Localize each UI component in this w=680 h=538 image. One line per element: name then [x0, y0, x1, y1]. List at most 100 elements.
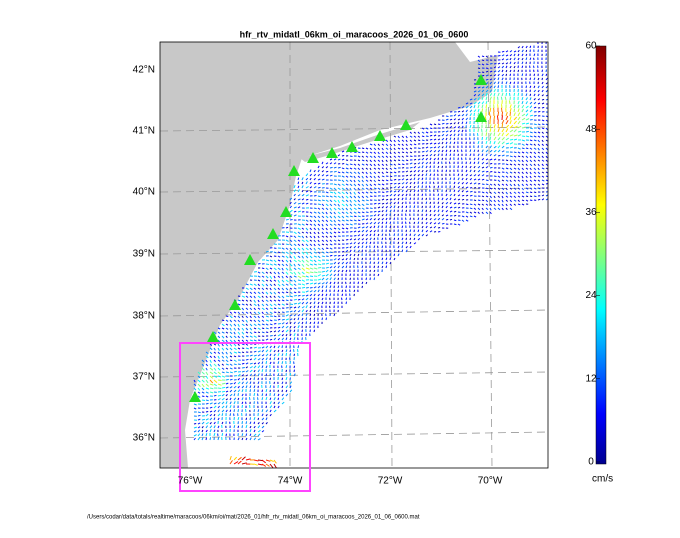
vector: [346, 302, 347, 304]
vector: [390, 183, 392, 184]
vector: [474, 87, 476, 88]
vector: [438, 162, 439, 164]
vector: [270, 336, 273, 337]
vector: [286, 365, 287, 368]
vector: [246, 434, 247, 437]
vector: [482, 184, 485, 185]
vector: [522, 66, 523, 68]
vector: [534, 192, 536, 193]
vector: [326, 256, 329, 257]
vector: [434, 124, 436, 125]
vector: [406, 210, 407, 212]
vector: [250, 417, 251, 420]
vector: [254, 409, 255, 412]
vector: [454, 215, 456, 216]
vector: [270, 331, 272, 332]
vector: [526, 148, 528, 149]
vector: [254, 393, 255, 396]
vector: [242, 352, 244, 353]
vector: [362, 148, 364, 149]
vector: [222, 320, 224, 321]
vector: [462, 195, 464, 196]
vector: [242, 421, 243, 424]
lat-label: 38°N: [133, 311, 155, 322]
vector: [422, 186, 423, 189]
vector: [210, 388, 213, 389]
vector: [454, 211, 456, 212]
vector: [374, 266, 375, 268]
vector: [278, 312, 280, 313]
vector: [502, 104, 503, 108]
vector: [286, 244, 289, 245]
vector: [386, 254, 387, 256]
vector: [462, 158, 463, 160]
vector: [522, 136, 525, 137]
vector: [478, 129, 479, 132]
vector: [530, 78, 531, 80]
vector: [330, 255, 332, 256]
footer-path: /Users/codar/data/totals/realtime/maraco…: [87, 515, 420, 521]
vector: [498, 97, 499, 100]
vector: [430, 166, 431, 168]
vector: [478, 200, 480, 201]
vector: [338, 180, 341, 181]
vector: [438, 124, 440, 125]
vector: [298, 182, 299, 184]
vector: [530, 196, 532, 197]
vector: [390, 226, 391, 228]
vector: [526, 86, 527, 88]
vector: [470, 204, 472, 205]
vector: [294, 366, 295, 368]
vector: [394, 210, 395, 212]
vector: [302, 287, 305, 288]
vector: [318, 264, 321, 265]
vector: [322, 200, 325, 201]
vector: [382, 203, 384, 204]
vector: [498, 124, 499, 128]
vector: [310, 276, 313, 277]
vector: [514, 82, 515, 84]
vector: [218, 388, 221, 389]
vector: [322, 318, 323, 320]
vector: [298, 178, 299, 180]
vector: [346, 224, 349, 225]
vector: [454, 186, 455, 188]
vector: [450, 154, 451, 156]
vector: [297, 349, 298, 352]
vector: [430, 162, 431, 164]
vector: [258, 378, 259, 380]
vector: [230, 410, 231, 412]
vector: [234, 371, 237, 372]
vector: [310, 318, 311, 320]
vector: [362, 250, 363, 252]
vector: [346, 286, 347, 288]
vector: [530, 192, 532, 193]
vector: [330, 167, 333, 168]
vector: [402, 152, 404, 153]
vector: [350, 232, 352, 233]
vector: [410, 238, 411, 240]
vector: [402, 164, 404, 165]
vector: [478, 68, 480, 69]
vector: [430, 139, 432, 140]
colorbar-label: 60: [585, 41, 597, 52]
vector: [478, 64, 480, 65]
vector: [394, 238, 395, 240]
vector: [498, 56, 500, 57]
vector: [422, 198, 423, 200]
vector: [422, 155, 424, 156]
vector: [510, 139, 513, 140]
vector: [454, 224, 456, 225]
vector: [438, 232, 440, 233]
vector: [286, 300, 289, 301]
vector: [466, 204, 468, 205]
vector: [462, 174, 463, 176]
vector: [370, 208, 373, 209]
vector: [198, 412, 201, 413]
vector: [310, 314, 311, 316]
vector: [294, 354, 295, 356]
vector: [326, 267, 329, 268]
vector: [258, 409, 259, 412]
vector: [298, 295, 301, 296]
